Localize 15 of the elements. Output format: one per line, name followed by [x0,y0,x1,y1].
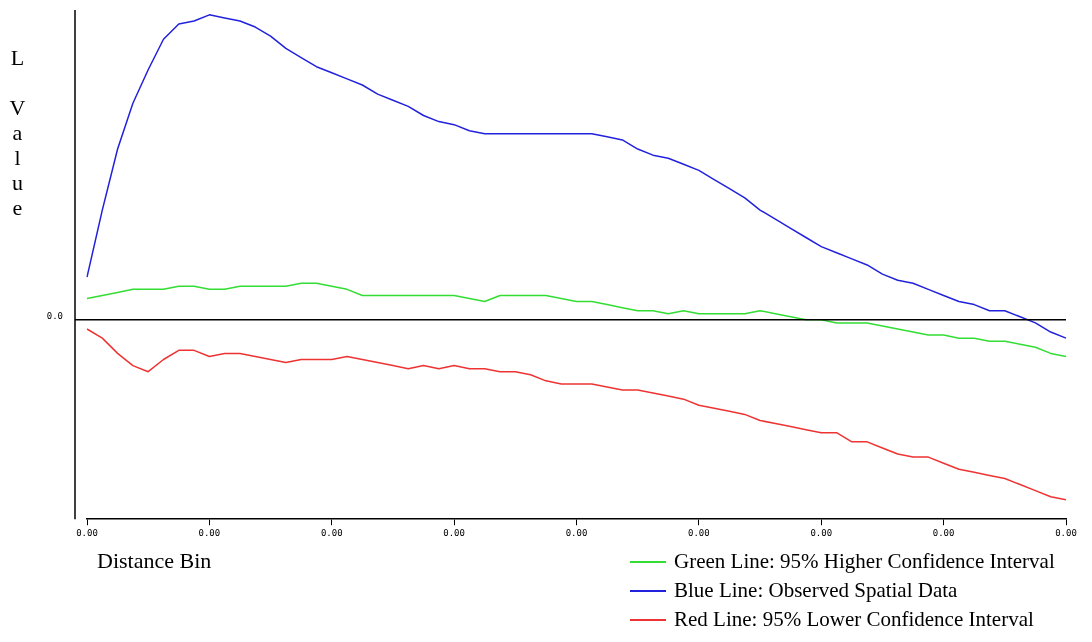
legend-label: Green Line: 95% Higher Confidence Interval [674,548,1055,575]
x-tick-label: 0.00 [76,527,98,538]
x-axis-title: Distance Bin [97,548,212,574]
legend-label: Blue Line: Observed Spatial Data [674,577,958,604]
x-tick-label: 0.00 [443,527,465,538]
legend-label: Red Line: 95% Lower Confidence Interval [674,606,1034,633]
x-tick-label: 0.00 [565,527,588,538]
y-axis-title: L Value [5,45,30,220]
x-tick-label: 0.00 [198,527,221,538]
x-tick-label: 0.00 [932,527,955,538]
x-tick-label: 0.00 [1055,527,1077,538]
x-tick-label: 0.00 [688,527,710,538]
ref-line-label: 0.0 [46,311,63,322]
x-tick-label: 0.00 [810,527,833,538]
x-tick-label: 0.00 [320,527,343,538]
